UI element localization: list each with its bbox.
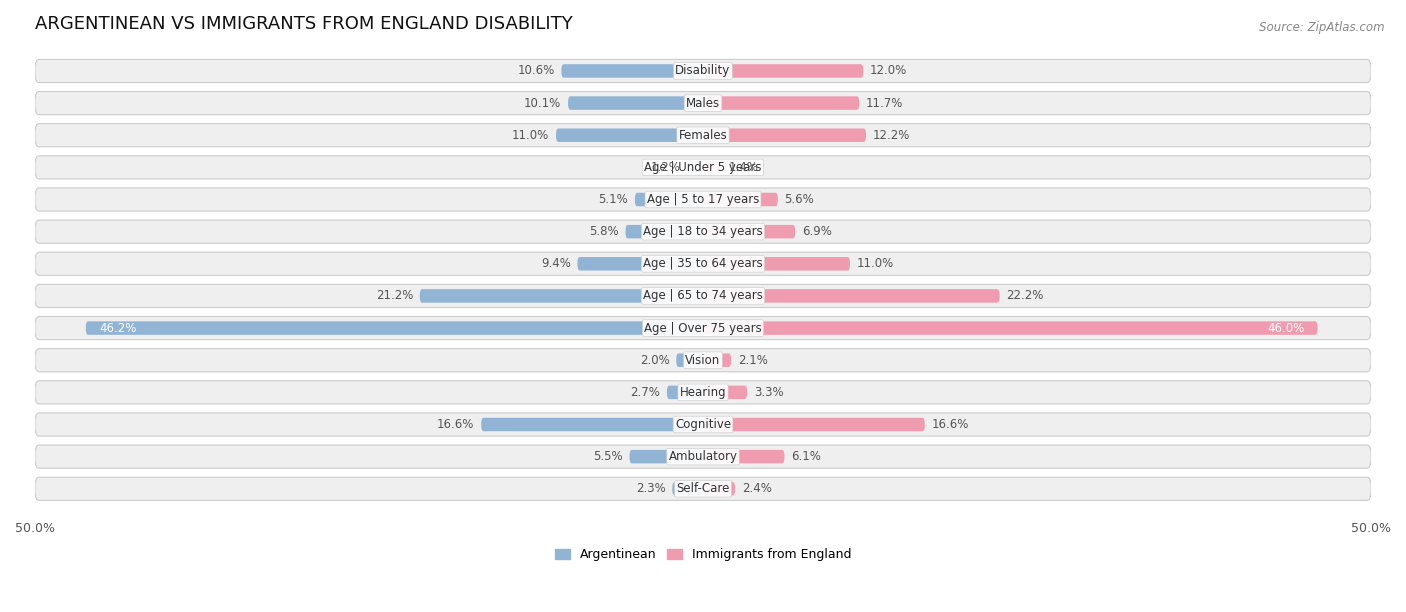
Text: Self-Care: Self-Care bbox=[676, 482, 730, 495]
FancyBboxPatch shape bbox=[688, 160, 703, 174]
Text: Males: Males bbox=[686, 97, 720, 110]
FancyBboxPatch shape bbox=[481, 418, 703, 431]
Text: 46.2%: 46.2% bbox=[100, 321, 136, 335]
FancyBboxPatch shape bbox=[35, 349, 1371, 371]
Text: 21.2%: 21.2% bbox=[375, 289, 413, 302]
Text: Source: ZipAtlas.com: Source: ZipAtlas.com bbox=[1260, 21, 1385, 34]
FancyBboxPatch shape bbox=[35, 252, 1371, 275]
FancyBboxPatch shape bbox=[703, 289, 1000, 303]
FancyBboxPatch shape bbox=[703, 257, 851, 271]
Text: Cognitive: Cognitive bbox=[675, 418, 731, 431]
Text: 11.7%: 11.7% bbox=[866, 97, 904, 110]
FancyBboxPatch shape bbox=[35, 316, 1371, 340]
FancyBboxPatch shape bbox=[420, 289, 703, 303]
Text: Ambulatory: Ambulatory bbox=[668, 450, 738, 463]
Text: ARGENTINEAN VS IMMIGRANTS FROM ENGLAND DISABILITY: ARGENTINEAN VS IMMIGRANTS FROM ENGLAND D… bbox=[35, 15, 572, 33]
FancyBboxPatch shape bbox=[568, 96, 703, 110]
FancyBboxPatch shape bbox=[35, 477, 1371, 501]
Text: Age | 5 to 17 years: Age | 5 to 17 years bbox=[647, 193, 759, 206]
Text: 1.4%: 1.4% bbox=[728, 161, 758, 174]
FancyBboxPatch shape bbox=[666, 386, 703, 399]
FancyBboxPatch shape bbox=[672, 482, 703, 496]
Text: 5.1%: 5.1% bbox=[599, 193, 628, 206]
Text: 11.0%: 11.0% bbox=[512, 129, 550, 142]
Text: Hearing: Hearing bbox=[679, 386, 727, 399]
FancyBboxPatch shape bbox=[703, 450, 785, 463]
FancyBboxPatch shape bbox=[35, 413, 1371, 436]
Text: 11.0%: 11.0% bbox=[856, 257, 894, 271]
FancyBboxPatch shape bbox=[35, 59, 1371, 83]
FancyBboxPatch shape bbox=[561, 64, 703, 78]
FancyBboxPatch shape bbox=[703, 64, 863, 78]
Text: Age | 35 to 64 years: Age | 35 to 64 years bbox=[643, 257, 763, 271]
Text: 12.0%: 12.0% bbox=[870, 64, 907, 78]
FancyBboxPatch shape bbox=[35, 445, 1371, 468]
FancyBboxPatch shape bbox=[703, 482, 735, 496]
FancyBboxPatch shape bbox=[636, 193, 703, 206]
Text: 5.8%: 5.8% bbox=[589, 225, 619, 238]
Text: 1.2%: 1.2% bbox=[651, 161, 681, 174]
Text: Age | Over 75 years: Age | Over 75 years bbox=[644, 321, 762, 335]
FancyBboxPatch shape bbox=[626, 225, 703, 239]
Text: 3.3%: 3.3% bbox=[754, 386, 783, 399]
Text: 2.7%: 2.7% bbox=[630, 386, 661, 399]
FancyBboxPatch shape bbox=[86, 321, 703, 335]
Text: Females: Females bbox=[679, 129, 727, 142]
FancyBboxPatch shape bbox=[35, 381, 1371, 404]
FancyBboxPatch shape bbox=[35, 124, 1371, 147]
FancyBboxPatch shape bbox=[703, 160, 721, 174]
Text: 10.6%: 10.6% bbox=[517, 64, 555, 78]
Text: 10.1%: 10.1% bbox=[524, 97, 561, 110]
Text: 22.2%: 22.2% bbox=[1007, 289, 1043, 302]
Text: Age | 65 to 74 years: Age | 65 to 74 years bbox=[643, 289, 763, 302]
Text: 2.3%: 2.3% bbox=[636, 482, 665, 495]
FancyBboxPatch shape bbox=[703, 193, 778, 206]
FancyBboxPatch shape bbox=[630, 450, 703, 463]
FancyBboxPatch shape bbox=[578, 257, 703, 271]
Text: 9.4%: 9.4% bbox=[541, 257, 571, 271]
Text: Vision: Vision bbox=[685, 354, 721, 367]
FancyBboxPatch shape bbox=[703, 354, 731, 367]
FancyBboxPatch shape bbox=[703, 321, 1317, 335]
Text: Disability: Disability bbox=[675, 64, 731, 78]
FancyBboxPatch shape bbox=[35, 285, 1371, 307]
Text: Age | 18 to 34 years: Age | 18 to 34 years bbox=[643, 225, 763, 238]
FancyBboxPatch shape bbox=[703, 96, 859, 110]
FancyBboxPatch shape bbox=[703, 418, 925, 431]
Text: 16.6%: 16.6% bbox=[437, 418, 475, 431]
Text: 6.1%: 6.1% bbox=[792, 450, 821, 463]
Text: Age | Under 5 years: Age | Under 5 years bbox=[644, 161, 762, 174]
FancyBboxPatch shape bbox=[703, 386, 747, 399]
Text: 2.0%: 2.0% bbox=[640, 354, 669, 367]
Text: 16.6%: 16.6% bbox=[931, 418, 969, 431]
FancyBboxPatch shape bbox=[35, 220, 1371, 243]
FancyBboxPatch shape bbox=[35, 188, 1371, 211]
FancyBboxPatch shape bbox=[555, 129, 703, 142]
Text: 6.9%: 6.9% bbox=[801, 225, 832, 238]
Text: 12.2%: 12.2% bbox=[873, 129, 910, 142]
Legend: Argentinean, Immigrants from England: Argentinean, Immigrants from England bbox=[550, 543, 856, 566]
FancyBboxPatch shape bbox=[35, 92, 1371, 114]
Text: 5.5%: 5.5% bbox=[593, 450, 623, 463]
FancyBboxPatch shape bbox=[703, 129, 866, 142]
Text: 2.4%: 2.4% bbox=[742, 482, 772, 495]
Text: 2.1%: 2.1% bbox=[738, 354, 768, 367]
Text: 5.6%: 5.6% bbox=[785, 193, 814, 206]
FancyBboxPatch shape bbox=[703, 225, 796, 239]
FancyBboxPatch shape bbox=[35, 156, 1371, 179]
FancyBboxPatch shape bbox=[676, 354, 703, 367]
Text: 46.0%: 46.0% bbox=[1267, 321, 1305, 335]
